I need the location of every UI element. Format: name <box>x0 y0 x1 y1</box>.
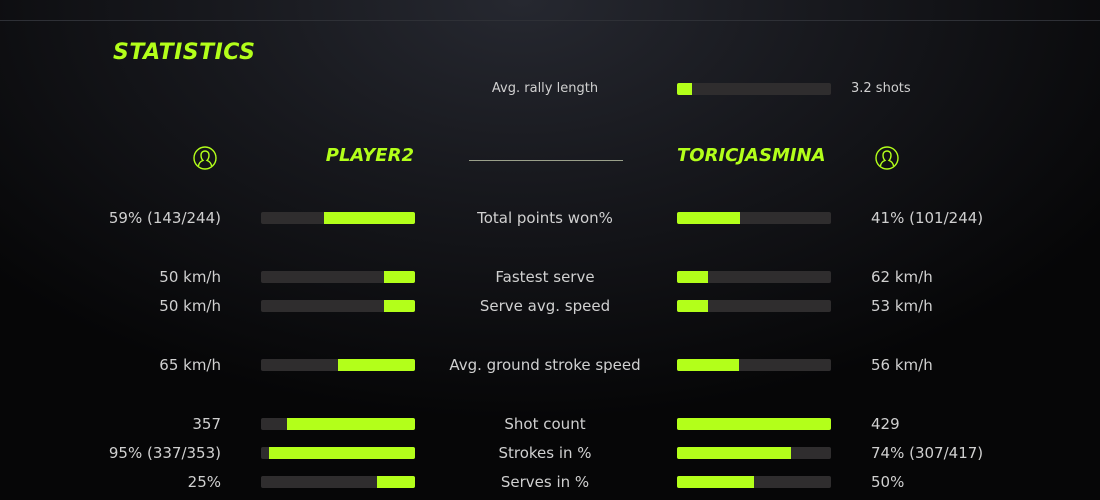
stat-left-value: 25% <box>187 473 221 491</box>
stat-right-value: 41% (101/244) <box>871 209 984 227</box>
stat-right-bar-fill <box>677 359 739 371</box>
stat-right-bar <box>677 476 831 488</box>
stat-row: 357 Shot count 429 <box>0 412 1100 436</box>
stat-left-bar-fill <box>384 271 415 283</box>
page-title: STATISTICS <box>113 40 256 65</box>
stat-right-bar-fill <box>677 476 754 488</box>
rally-value: 3.2 shots <box>851 81 911 96</box>
rally-bar <box>677 83 831 95</box>
stat-right-bar-fill <box>677 212 741 224</box>
stat-left-bar-fill <box>324 212 415 224</box>
stat-right-bar-fill <box>677 271 708 283</box>
stat-row: 25% Serves in % 50% <box>0 470 1100 494</box>
stat-left-bar-fill <box>338 359 415 371</box>
stat-left-value: 59% (143/244) <box>108 209 221 227</box>
stat-left-bar <box>261 476 415 488</box>
stat-right-bar <box>677 300 831 312</box>
rally-label: Avg. rally length <box>491 81 599 96</box>
stat-left-bar <box>261 418 415 430</box>
stat-right-bar <box>677 359 831 371</box>
stat-row: 59% (143/244) Total points won% 41% (101… <box>0 206 1100 230</box>
player-right-name: TORICJASMINA <box>677 145 826 166</box>
stat-right-bar <box>677 418 831 430</box>
rally-row: Avg. rally length 3.2 shots <box>0 77 1100 101</box>
stat-right-value: 429 <box>871 415 900 433</box>
stat-left-bar <box>261 300 415 312</box>
stat-left-value: 50 km/h <box>159 268 221 286</box>
stat-left-bar <box>261 359 415 371</box>
stat-right-bar <box>677 271 831 283</box>
header-divider <box>469 160 623 161</box>
rally-bar-fill <box>677 83 693 95</box>
stat-right-bar-fill <box>677 300 708 312</box>
stat-row: 50 km/h Fastest serve 62 km/h <box>0 265 1100 289</box>
stat-right-value: 53 km/h <box>871 297 933 315</box>
stat-left-bar <box>261 447 415 459</box>
stat-right-value: 50% <box>871 473 905 491</box>
stat-row: 50 km/h Serve avg. speed 53 km/h <box>0 294 1100 318</box>
stat-left-value: 357 <box>192 415 221 433</box>
stat-right-value: 62 km/h <box>871 268 933 286</box>
stat-label: Avg. ground stroke speed <box>449 356 641 374</box>
stat-left-bar-fill <box>268 447 415 459</box>
top-divider <box>0 20 1100 21</box>
stat-right-bar <box>677 212 831 224</box>
stat-left-value: 50 km/h <box>159 297 221 315</box>
stat-right-bar-fill <box>677 418 831 430</box>
stat-left-bar-fill <box>287 418 415 430</box>
stat-right-bar <box>677 447 831 459</box>
stat-label: Serves in % <box>500 473 590 491</box>
stat-left-value: 95% (337/353) <box>108 444 221 462</box>
user-circle-icon <box>193 146 217 170</box>
player-left-name: PLAYER2 <box>325 145 414 166</box>
stat-right-value: 56 km/h <box>871 356 933 374</box>
stat-left-bar-fill <box>376 476 415 488</box>
stat-label: Fastest serve <box>495 268 595 286</box>
stat-label: Strokes in % <box>498 444 592 462</box>
stat-label: Shot count <box>504 415 586 433</box>
stat-right-value: 74% (307/417) <box>871 444 984 462</box>
stat-label: Total points won% <box>477 209 613 227</box>
stat-row: 95% (337/353) Strokes in % 74% (307/417) <box>0 441 1100 465</box>
user-circle-icon <box>875 146 899 170</box>
stat-left-bar-fill <box>384 300 415 312</box>
stat-label: Serve avg. speed <box>479 297 611 315</box>
stat-left-bar <box>261 271 415 283</box>
stat-left-bar <box>261 212 415 224</box>
stat-right-bar-fill <box>677 447 791 459</box>
stat-left-value: 65 km/h <box>159 356 221 374</box>
stat-row: 65 km/h Avg. ground stroke speed 56 km/h <box>0 353 1100 377</box>
